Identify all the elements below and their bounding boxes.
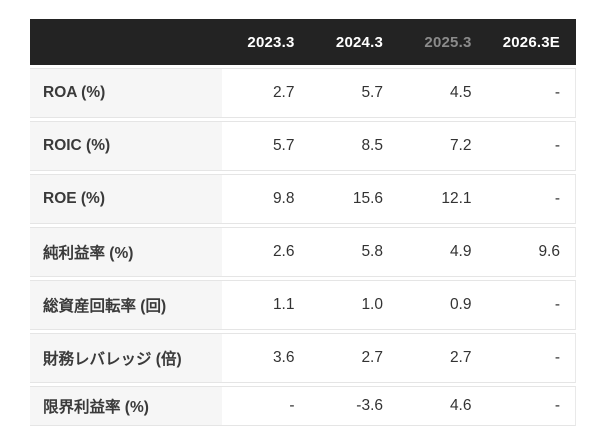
table-row-marginal-profit: 限界利益率 (%) - -3.6 4.6 - <box>30 386 576 426</box>
value-cell: 2.7 <box>449 349 472 366</box>
value-cell: 4.9 <box>449 243 472 260</box>
value-cell: 2.6 <box>272 243 295 260</box>
value-cell: -3.6 <box>356 397 383 414</box>
header-year-2026e: 2026.3E <box>502 33 560 51</box>
table-row-roa: ROA (%) 2.7 5.7 4.5 - <box>30 68 576 118</box>
row-label: ROE (%) <box>30 175 222 223</box>
table-row-net-margin: 純利益率 (%) 2.6 5.8 4.9 9.6 <box>30 227 576 277</box>
value-cell: - <box>554 190 560 207</box>
row-label: 純利益率 (%) <box>30 228 222 276</box>
table-row-roic: ROIC (%) 5.7 8.5 7.2 - <box>30 121 576 171</box>
value-cell: - <box>554 137 560 154</box>
value-cell: 12.1 <box>441 190 472 207</box>
value-cell: 1.0 <box>361 296 383 313</box>
row-label: 財務レバレッジ (倍) <box>30 334 222 382</box>
value-cell: 5.8 <box>361 243 383 260</box>
value-cell: 9.8 <box>272 190 295 207</box>
value-cell: - <box>554 349 560 366</box>
value-cell: 1.1 <box>272 296 295 313</box>
row-label: 総資産回転率 (回) <box>30 281 222 329</box>
header-year-2024: 2024.3 <box>335 33 383 51</box>
table-row-financial-leverage: 財務レバレッジ (倍) 3.6 2.7 2.7 - <box>30 333 576 383</box>
value-cell: 7.2 <box>449 137 472 154</box>
header-year-2023: 2023.3 <box>247 33 295 51</box>
table-header-row: 2023.3 2024.3 2025.3 2026.3E <box>30 19 576 65</box>
value-cell: 5.7 <box>272 137 295 154</box>
value-cell: 5.7 <box>361 84 383 101</box>
value-cell: 9.6 <box>538 243 560 260</box>
value-cell: 8.5 <box>361 137 383 154</box>
value-cell: 2.7 <box>361 349 383 366</box>
value-cell: 4.6 <box>449 397 472 414</box>
value-cell: - <box>289 397 295 414</box>
value-cell: 3.6 <box>272 349 295 366</box>
value-cell: 4.5 <box>449 84 472 101</box>
value-cell: 2.7 <box>272 84 295 101</box>
value-cell: 15.6 <box>352 190 383 207</box>
value-cell: 0.9 <box>449 296 472 313</box>
financial-metrics-table: 2023.3 2024.3 2025.3 2026.3E ROA (%) 2.7… <box>30 19 576 426</box>
header-year-2025: 2025.3 <box>424 33 472 51</box>
table-row-roe: ROE (%) 9.8 15.6 12.1 - <box>30 174 576 224</box>
row-label: ROIC (%) <box>30 122 222 170</box>
row-label: 限界利益率 (%) <box>30 387 222 425</box>
table-row-asset-turnover: 総資産回転率 (回) 1.1 1.0 0.9 - <box>30 280 576 330</box>
value-cell: - <box>554 397 560 414</box>
value-cell: - <box>554 296 560 313</box>
row-label: ROA (%) <box>30 69 222 117</box>
value-cell: - <box>554 84 560 101</box>
